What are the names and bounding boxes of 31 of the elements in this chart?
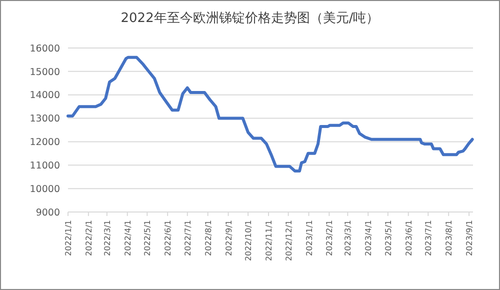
y-tick-label: 11000 (30, 160, 60, 172)
y-tick-label: 9000 (36, 207, 60, 218)
x-tick-label: 2023/6/1 (404, 220, 414, 256)
y-tick-label: 13000 (30, 114, 60, 125)
x-tick-label: 2022/11/1 (264, 220, 274, 262)
x-tick-label: 2023/1/1 (304, 220, 314, 256)
x-tick-label: 2023/7/1 (424, 220, 434, 256)
x-tick-label: 2022/8/1 (204, 220, 213, 256)
chart-title: 2022年至今欧洲锑锭价格走势图（美元/吨） (120, 10, 380, 26)
x-tick-label: 2022/1/1 (64, 220, 73, 256)
y-tick-label: 16000 (30, 43, 60, 54)
x-tick-label: 2023/8/1 (444, 220, 454, 256)
x-tick-label: 2022/3/1 (102, 220, 112, 256)
y-tick-label: 14000 (30, 90, 60, 102)
x-tick-label: 2022/10/1 (244, 220, 254, 262)
y-tick-label: 15000 (30, 66, 60, 78)
x-tick-label: 2022/4/1 (123, 220, 132, 256)
y-tick-label: 12000 (30, 137, 60, 148)
x-tick-label: 2022/6/1 (164, 220, 173, 256)
y-tick-label: 10000 (30, 184, 60, 195)
x-tick-label: 2022/2/1 (84, 220, 94, 256)
x-tick-label: 2022/12/1 (284, 220, 294, 262)
x-tick-label: 2023/5/1 (384, 220, 393, 256)
x-tick-label: 2023/4/1 (364, 220, 374, 256)
x-tick-label: 2022/5/1 (143, 220, 152, 256)
x-tick-label: 2023/9/1 (465, 220, 474, 256)
x-tick-label: 2023/2/1 (325, 220, 334, 256)
line-series (66, 56, 474, 172)
x-tick-label: 2022/7/1 (183, 220, 192, 256)
x-tick-label: 2023/3/1 (344, 220, 353, 256)
x-tick-label: 2022/9/1 (224, 220, 234, 256)
